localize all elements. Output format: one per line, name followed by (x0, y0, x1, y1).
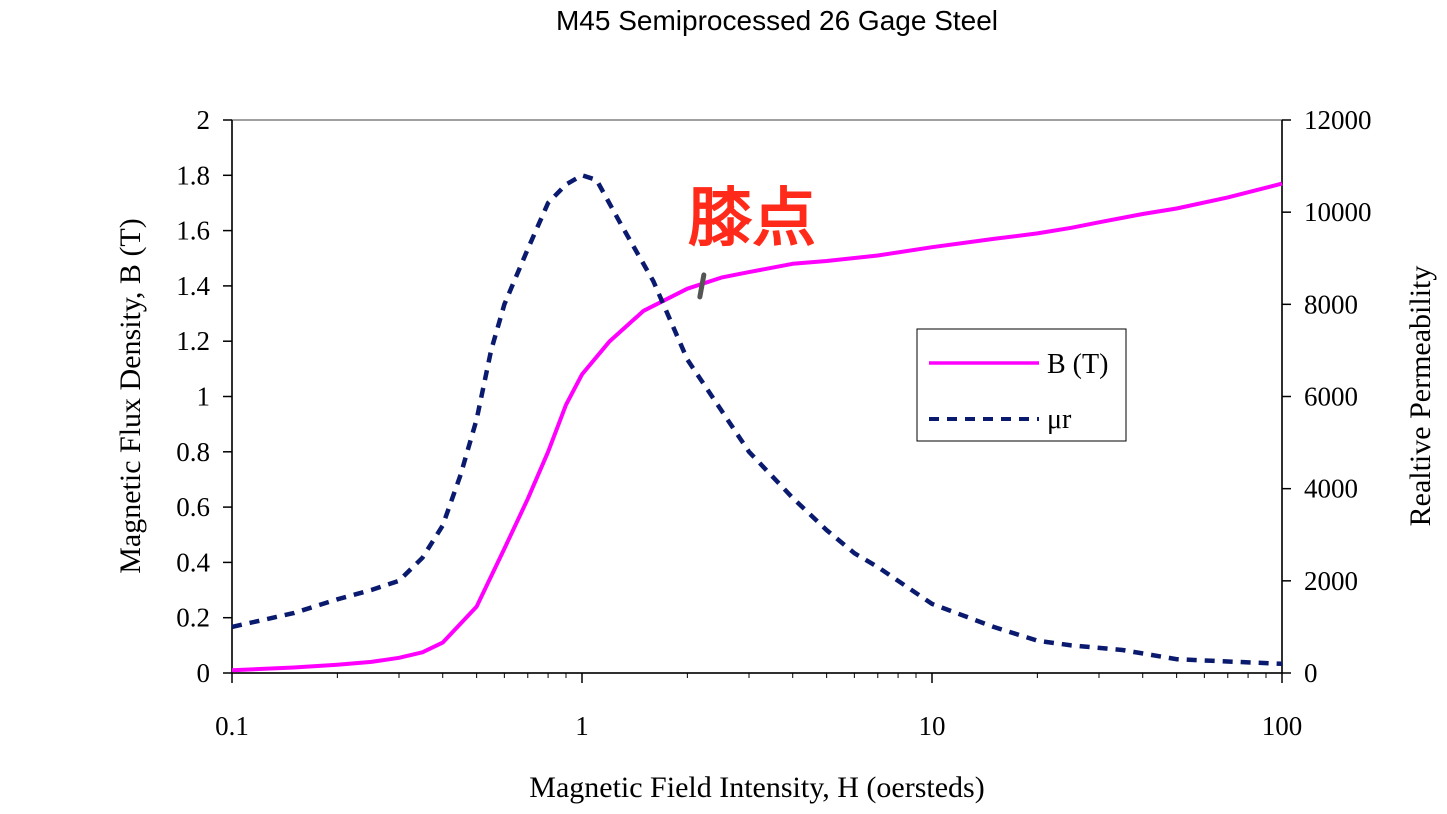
legend-label-b: B (T) (1047, 349, 1108, 380)
y-tick-label: 0.8 (176, 437, 210, 467)
y-tick-label: 0.6 (176, 492, 210, 522)
y-tick-label: 1.8 (176, 160, 210, 190)
y-tick-label: 0.2 (176, 603, 210, 633)
y-tick-label: 2 (197, 105, 211, 135)
knee-point-annotation: 膝点 (688, 182, 816, 256)
series-layer (231, 173, 1283, 673)
y2-axis-ticks: 0 2000 4000 6000 8000 10000 12000 (1282, 105, 1372, 688)
y2-tick-label: 12000 (1304, 105, 1372, 135)
y2-tick-label: 0 (1304, 658, 1318, 688)
y2-tick-label: 4000 (1304, 474, 1358, 504)
x-axis-title: Magnetic Field Intensity, H (oersteds) (529, 771, 984, 804)
series-line-b (231, 181, 1283, 673)
x-axis-ticks: 0.1 1 10 100 (215, 673, 1302, 741)
y-tick-label: 1.6 (176, 216, 210, 246)
y-tick-label: 1 (197, 382, 211, 412)
x-tick-label: 0.1 (215, 711, 249, 741)
chart-title: M45 Semiprocessed 26 Gage Steel (556, 5, 998, 36)
series-line-mur (231, 173, 1283, 667)
legend-label-mur: μr (1047, 404, 1072, 435)
y-axis-ticks: 0 0.2 0.4 0.6 0.8 1 1.2 1.4 1.6 1.8 2 (176, 105, 232, 688)
y-tick-label: 0.4 (176, 547, 210, 577)
y-tick-label: 0 (197, 658, 211, 688)
knee-point-marker (697, 272, 707, 300)
legend-box (916, 328, 1127, 442)
x-tick-label: 10 (919, 711, 946, 741)
x-tick-label: 100 (1262, 711, 1303, 741)
y-axis-title: Magnetic Flux Density, B (T) (114, 218, 147, 574)
y2-axis-title: Realtive Permeability (1404, 266, 1437, 527)
y2-tick-label: 8000 (1304, 289, 1358, 319)
y-tick-label: 1.4 (176, 271, 210, 301)
y2-tick-label: 2000 (1304, 566, 1358, 596)
y-tick-label: 1.2 (176, 326, 210, 356)
legend: B (T) μr (916, 328, 1127, 442)
y2-tick-label: 6000 (1304, 382, 1358, 412)
y2-tick-label: 10000 (1304, 197, 1372, 227)
x-tick-label: 1 (575, 711, 589, 741)
